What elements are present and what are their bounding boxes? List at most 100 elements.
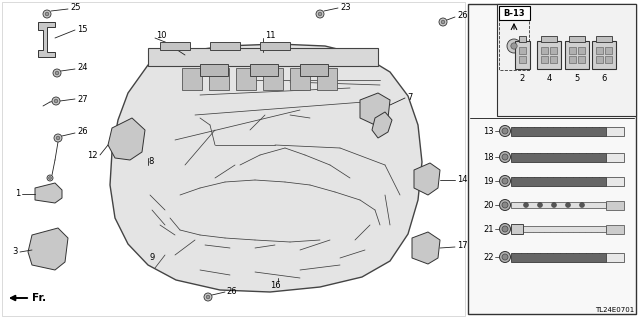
Text: 4: 4 <box>547 74 552 83</box>
Circle shape <box>511 43 517 49</box>
Text: 18: 18 <box>483 152 494 161</box>
Bar <box>511 152 606 161</box>
Bar <box>263 68 283 90</box>
Text: 14: 14 <box>457 174 467 183</box>
Text: B-13: B-13 <box>503 9 525 18</box>
Text: 8: 8 <box>148 158 154 167</box>
Circle shape <box>507 39 521 53</box>
Bar <box>606 253 624 262</box>
Circle shape <box>499 125 511 137</box>
FancyBboxPatch shape <box>499 5 529 19</box>
Bar <box>511 224 523 234</box>
Bar <box>541 56 548 63</box>
Circle shape <box>45 12 49 16</box>
Bar <box>592 41 616 69</box>
Bar <box>2 2 465 316</box>
Bar <box>606 201 624 210</box>
Circle shape <box>524 203 529 207</box>
Bar <box>569 47 576 54</box>
Circle shape <box>499 224 511 234</box>
Text: 3: 3 <box>13 248 18 256</box>
Text: 21: 21 <box>483 225 494 234</box>
Text: 20: 20 <box>483 201 494 210</box>
Text: 6: 6 <box>602 74 607 83</box>
Bar <box>550 56 557 63</box>
Bar <box>606 176 624 186</box>
Circle shape <box>439 18 447 26</box>
Text: 19: 19 <box>483 176 494 186</box>
Polygon shape <box>110 44 422 292</box>
Circle shape <box>566 203 570 207</box>
Bar <box>515 41 529 69</box>
Bar <box>511 253 606 262</box>
Bar <box>596 47 603 54</box>
Text: 12: 12 <box>88 151 98 160</box>
Bar <box>290 68 310 90</box>
Text: 10: 10 <box>156 31 166 40</box>
Text: 13: 13 <box>483 127 494 136</box>
Circle shape <box>206 295 210 299</box>
Circle shape <box>502 254 508 260</box>
Circle shape <box>502 202 508 208</box>
Bar <box>236 68 256 90</box>
Polygon shape <box>108 118 145 160</box>
Bar <box>209 68 229 90</box>
Circle shape <box>54 134 62 142</box>
Bar <box>511 202 606 208</box>
Bar <box>565 41 589 69</box>
Circle shape <box>502 128 508 134</box>
Text: 27: 27 <box>77 94 88 103</box>
Circle shape <box>316 10 324 18</box>
Bar <box>523 226 606 232</box>
Circle shape <box>499 152 511 162</box>
Text: TL24E0701: TL24E0701 <box>595 307 634 313</box>
Bar <box>569 56 576 63</box>
Bar <box>537 41 561 69</box>
Circle shape <box>47 175 53 181</box>
Bar <box>160 42 190 50</box>
Polygon shape <box>360 93 390 125</box>
Text: 25: 25 <box>70 4 81 12</box>
Bar <box>511 176 606 186</box>
Polygon shape <box>414 163 440 195</box>
Bar <box>317 68 337 90</box>
Bar <box>541 47 548 54</box>
Text: 7: 7 <box>407 93 412 101</box>
Bar <box>468 4 636 314</box>
Polygon shape <box>35 183 62 203</box>
Circle shape <box>43 10 51 18</box>
Bar <box>596 36 612 42</box>
Text: 2: 2 <box>520 74 525 83</box>
Circle shape <box>502 226 508 232</box>
Bar <box>148 48 378 66</box>
Bar <box>550 47 557 54</box>
Bar <box>300 64 328 76</box>
Circle shape <box>502 154 508 160</box>
Text: 11: 11 <box>265 32 275 41</box>
Bar <box>596 56 603 63</box>
Bar <box>210 42 240 50</box>
Bar <box>200 64 228 76</box>
Circle shape <box>552 203 557 207</box>
Circle shape <box>499 199 511 211</box>
Polygon shape <box>38 22 55 57</box>
Text: 17: 17 <box>457 241 468 250</box>
Circle shape <box>55 71 59 75</box>
Bar <box>606 225 624 234</box>
Circle shape <box>499 175 511 187</box>
Bar <box>499 20 529 70</box>
Polygon shape <box>372 112 392 138</box>
Circle shape <box>204 293 212 301</box>
Polygon shape <box>28 228 68 270</box>
Circle shape <box>318 12 322 16</box>
Circle shape <box>499 251 511 263</box>
Circle shape <box>53 69 61 77</box>
Text: 1: 1 <box>15 189 20 198</box>
Text: 16: 16 <box>270 280 280 290</box>
Bar <box>518 36 525 42</box>
Circle shape <box>538 203 543 207</box>
Bar <box>541 36 557 42</box>
Circle shape <box>54 99 58 103</box>
Circle shape <box>56 136 60 140</box>
Bar <box>497 4 636 116</box>
